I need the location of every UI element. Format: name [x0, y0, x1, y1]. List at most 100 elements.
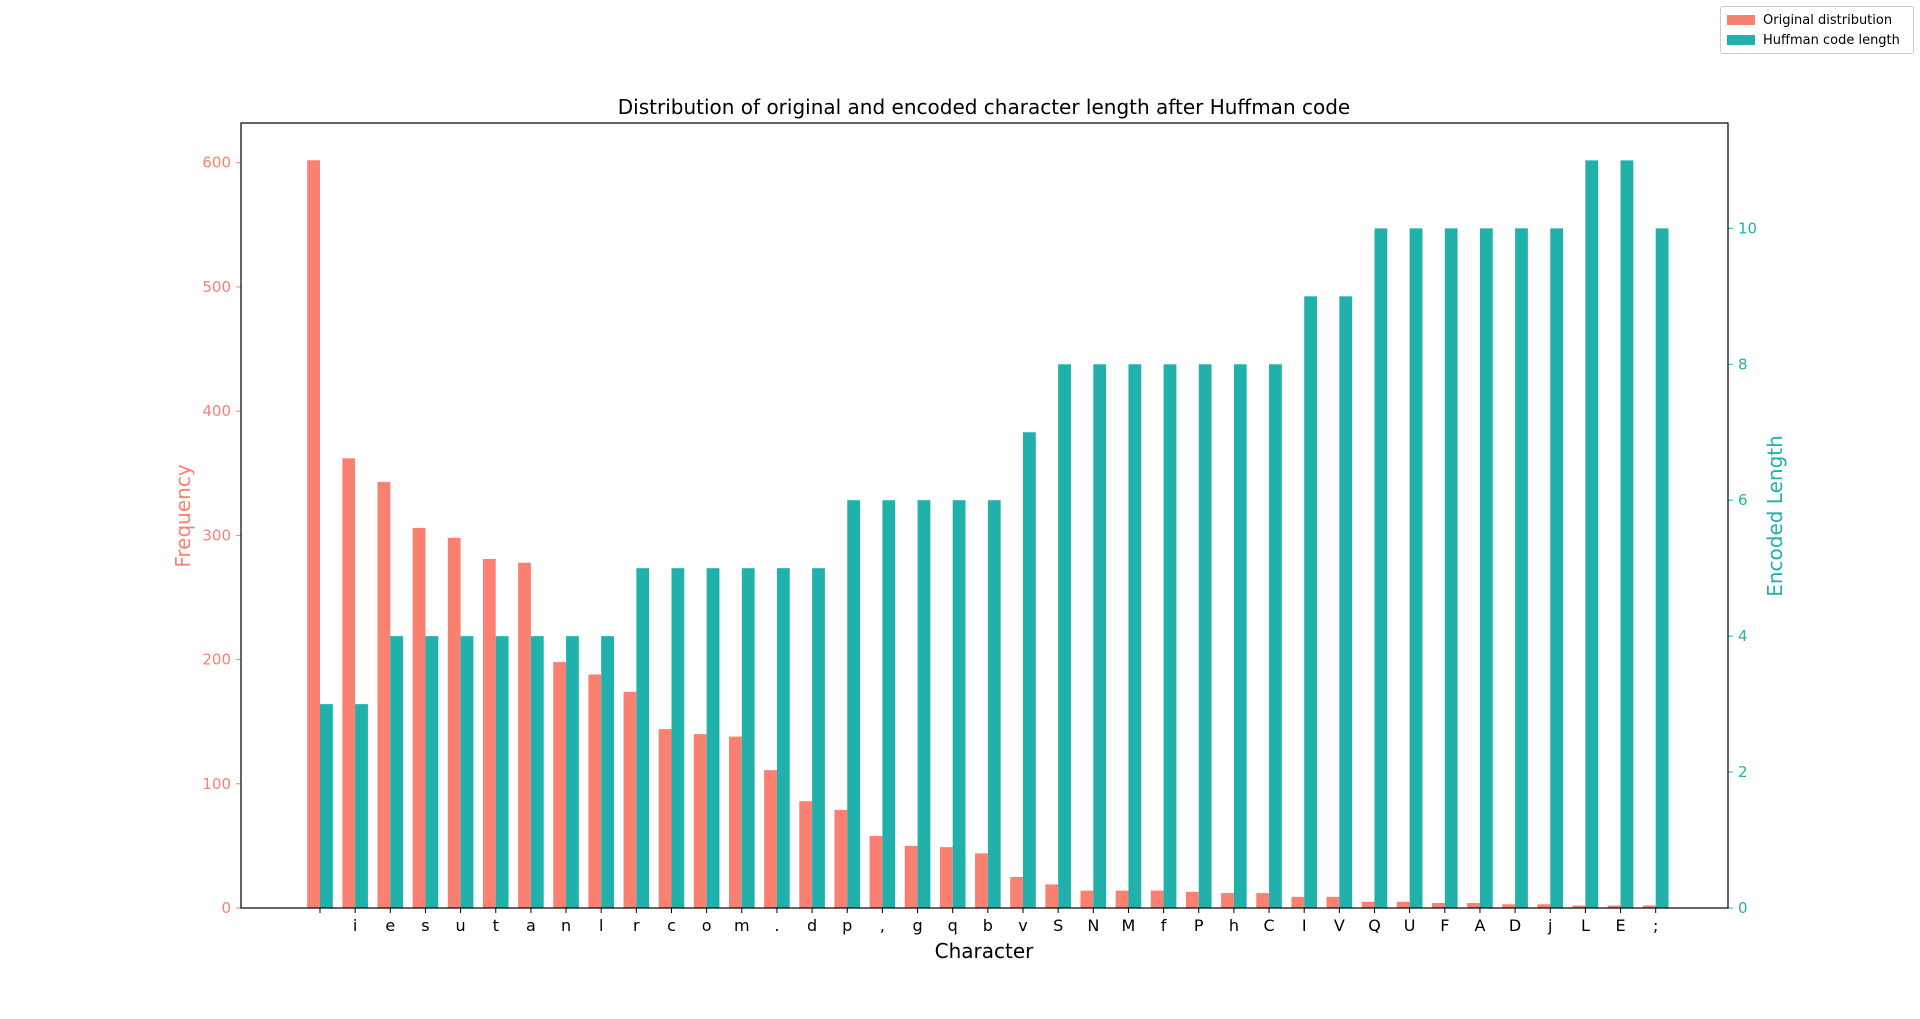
legend-item-huffman: Huffman code length: [1727, 32, 1900, 48]
x-tick-label-29: V: [1334, 916, 1345, 935]
x-tick-label-24: f: [1161, 916, 1167, 935]
x-tick-label-23: M: [1122, 916, 1136, 935]
x-tick-label-36: L: [1581, 916, 1590, 935]
bar-huffman-2: [390, 636, 404, 908]
bar-original-34: [1502, 904, 1516, 908]
bar-original-7: [553, 662, 567, 908]
bar-original-12: [729, 736, 742, 908]
bar-original-38: [1642, 905, 1656, 908]
y-tick-label-1: 100: [202, 775, 231, 793]
bar-original-3: [412, 527, 426, 908]
bars-layer: [307, 160, 1669, 909]
bar-original-14: [799, 801, 813, 908]
chart-title: Distribution of original and encoded cha…: [618, 95, 1350, 119]
x-tick-label-11: o: [702, 916, 712, 935]
x-tick-label-16: ,: [880, 916, 885, 935]
bar-huffman-17: [917, 500, 931, 908]
bar-huffman-20: [1023, 432, 1036, 908]
bar-original-32: [1432, 903, 1445, 908]
x-tick-label-4: u: [456, 916, 466, 935]
bar-huffman-14: [812, 568, 825, 908]
x-axis-label: Character: [935, 939, 1035, 963]
x-tick-label-25: P: [1194, 916, 1204, 935]
bar-original-1: [342, 458, 356, 908]
x-tick-label-28: I: [1302, 916, 1307, 935]
y2-tick-label-1: 2: [1738, 763, 1748, 781]
bar-original-15: [834, 809, 848, 908]
bar-huffman-11: [706, 568, 720, 908]
bar-original-6: [518, 562, 531, 908]
x-tick-label-12: m: [734, 916, 750, 935]
x-tick-label-19: b: [983, 916, 993, 935]
legend-item-original: Original distribution: [1727, 12, 1892, 28]
legend-swatch-original: [1727, 15, 1755, 25]
x-tick-label-17: g: [912, 916, 922, 935]
x-tick-label-37: E: [1615, 916, 1625, 935]
bar-original-23: [1115, 890, 1129, 908]
bar-huffman-9: [636, 568, 650, 908]
legend: Original distribution Huffman code lengt…: [1720, 6, 1914, 54]
bar-huffman-13: [776, 568, 790, 908]
left-axis: 0 100 200 300 400 500 600: [202, 154, 241, 917]
y-tick-label-5: 500: [202, 278, 231, 296]
y2-tick-label-2: 4: [1738, 627, 1748, 645]
x-tick-label-14: d: [807, 916, 817, 935]
y2-tick-label-3: 6: [1738, 491, 1748, 509]
bar-original-36: [1572, 905, 1586, 908]
bar-huffman-1: [355, 704, 368, 908]
y-tick-label-0: 0: [221, 899, 231, 917]
y-tick-label-3: 300: [202, 526, 231, 544]
x-tick-label-18: q: [948, 916, 958, 935]
bar-huffman-36: [1585, 160, 1599, 908]
bar-original-24: [1150, 890, 1164, 908]
bar-original-13: [764, 770, 777, 908]
legend-label-original: Original distribution: [1763, 12, 1893, 28]
bar-huffman-18: [952, 500, 966, 908]
x-tick-label-5: t: [493, 916, 499, 935]
x-tick-label-8: l: [599, 916, 603, 935]
bar-huffman-29: [1339, 296, 1353, 909]
bar-original-16: [869, 835, 883, 908]
bar-original-20: [1010, 876, 1023, 908]
bar-huffman-0: [320, 704, 333, 908]
x-tick-label-6: a: [526, 916, 536, 935]
bar-huffman-12: [741, 568, 755, 908]
x-tick-label-13: .: [774, 916, 779, 935]
bar-original-17: [904, 845, 918, 908]
bar-huffman-34: [1515, 228, 1528, 908]
x-tick-label-21: S: [1053, 916, 1063, 935]
bar-huffman-31: [1409, 228, 1423, 908]
plot-frame: [240, 122, 1729, 909]
right-axis: 0 2 4 6 8 10: [1728, 219, 1757, 917]
bar-huffman-3: [425, 636, 439, 908]
bar-original-28: [1291, 896, 1305, 908]
x-tick-label-3: s: [421, 916, 429, 935]
x-tick-label-9: r: [633, 916, 640, 935]
bar-original-2: [377, 481, 391, 908]
x-tick-label-34: D: [1509, 916, 1521, 935]
x-tick-label-27: C: [1263, 916, 1274, 935]
legend-swatch-huffman: [1727, 35, 1755, 45]
bar-huffman-25: [1198, 364, 1212, 908]
bar-huffman-37: [1620, 160, 1634, 908]
x-tick-label-38: ;: [1653, 916, 1658, 935]
x-tick-label-20: v: [1018, 916, 1027, 935]
bar-original-11: [693, 734, 707, 908]
y2-tick-label-4: 8: [1738, 355, 1748, 373]
bar-huffman-28: [1304, 296, 1317, 909]
x-tick-label-15: p: [842, 916, 852, 935]
bar-original-26: [1221, 893, 1234, 908]
bar-huffman-6: [530, 636, 544, 908]
bar-original-21: [1045, 884, 1059, 908]
bar-huffman-27: [1269, 364, 1282, 908]
bar-huffman-30: [1374, 228, 1388, 908]
bar-original-4: [447, 537, 461, 908]
bar-huffman-4: [460, 636, 474, 908]
bar-original-22: [1080, 890, 1094, 908]
y-tick-label-6: 600: [202, 154, 231, 172]
x-tick-label-26: h: [1229, 916, 1239, 935]
bar-huffman-32: [1444, 228, 1458, 908]
x-tick-label-30: Q: [1368, 916, 1381, 935]
x-tick-label-33: A: [1474, 916, 1485, 935]
